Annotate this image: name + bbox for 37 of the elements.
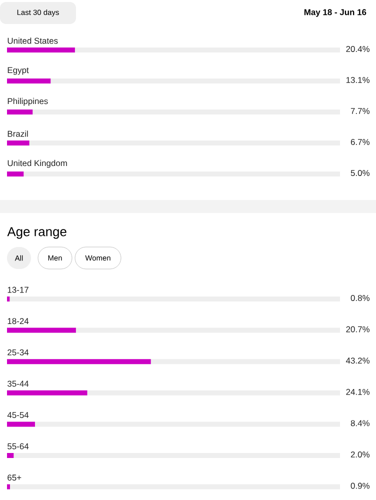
data-label: 0.9% bbox=[350, 482, 370, 489]
bar bbox=[7, 328, 76, 333]
data-label: 8.4% bbox=[350, 420, 370, 426]
y-tick-label: 13-17 bbox=[8, 286, 28, 293]
bar bbox=[7, 452, 14, 458]
data-label: 24.1% bbox=[346, 388, 370, 395]
y-tick-label: Brazil bbox=[8, 130, 28, 137]
y-tick-label: 35-44 bbox=[8, 380, 29, 387]
data-label: 5.0% bbox=[350, 170, 370, 176]
bar bbox=[7, 78, 51, 84]
data-label: 0.8% bbox=[350, 295, 370, 301]
text: May 18 - Jun 16 bbox=[304, 9, 366, 17]
bar bbox=[7, 390, 88, 396]
y-tick-label: 18-24 bbox=[8, 318, 29, 324]
data-label: 7.7% bbox=[350, 108, 370, 114]
y-tick-label: Philippines bbox=[8, 98, 48, 106]
bar bbox=[7, 47, 75, 52]
y-tick-label: United States bbox=[8, 38, 58, 44]
data-label: 13.1% bbox=[346, 77, 370, 83]
chart-title: Age range bbox=[7, 227, 66, 239]
y-tick-label: United Kingdom bbox=[8, 160, 67, 168]
data-label: 43.2% bbox=[346, 358, 370, 364]
y-tick-label: 45-54 bbox=[7, 412, 29, 418]
y-tick-label: Egypt bbox=[8, 67, 29, 75]
data-label: 6.7% bbox=[350, 139, 370, 145]
bar bbox=[7, 109, 33, 114]
bar bbox=[7, 484, 10, 490]
bar bbox=[7, 171, 24, 176]
data-label: 20.7% bbox=[346, 326, 370, 332]
bar bbox=[7, 422, 35, 427]
data-label: 20.4% bbox=[346, 46, 370, 52]
y-tick-label: 65+ bbox=[8, 474, 22, 481]
bar bbox=[7, 140, 30, 146]
y-tick-label: 55-64 bbox=[8, 443, 29, 450]
y-tick-label: 25-34 bbox=[8, 349, 29, 356]
bar bbox=[7, 296, 10, 302]
data-label: 2.0% bbox=[350, 452, 370, 458]
